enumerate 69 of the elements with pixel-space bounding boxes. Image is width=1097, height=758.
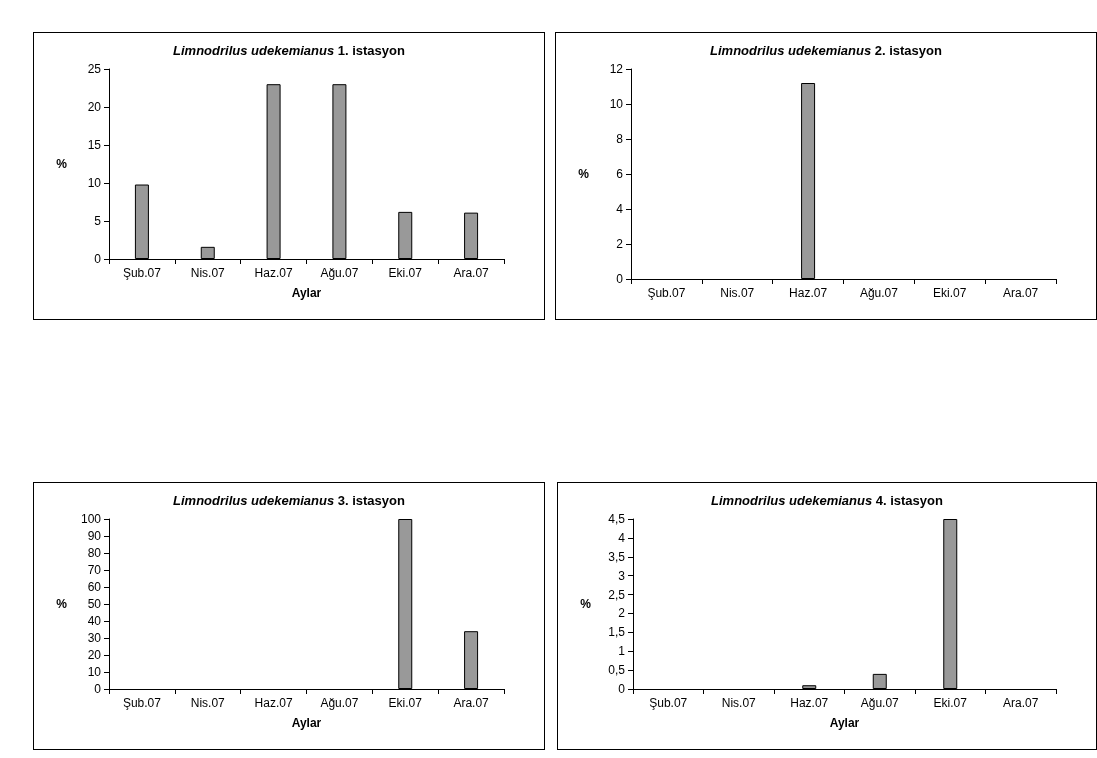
x-axis-title: Aylar bbox=[291, 716, 322, 730]
y-tick-label: 30 bbox=[87, 631, 102, 645]
x-tick-label: Eki.07 bbox=[933, 696, 968, 710]
y-tick-label: 50 bbox=[87, 597, 102, 611]
y-tick-label: 100 bbox=[80, 512, 102, 526]
x-tick-label: Eki.07 bbox=[933, 286, 967, 300]
x-tick-label: Ara.07 bbox=[453, 696, 490, 710]
x-tick-label: Ağu.07 bbox=[859, 286, 899, 300]
y-tick-label: 2 bbox=[618, 606, 626, 621]
x-tick-label: Şub.07 bbox=[649, 696, 688, 710]
x-tick-label: Şub.07 bbox=[647, 286, 686, 300]
y-axis-title: % bbox=[580, 597, 592, 611]
x-tick-label: Haz.07 bbox=[254, 266, 293, 280]
x-axis-title: Aylar bbox=[829, 716, 860, 730]
chart-title: Limnodrilus udekemianus 4. istasyon bbox=[711, 493, 943, 508]
y-tick-label: 3 bbox=[618, 568, 626, 583]
y-tick-label: 10 bbox=[87, 665, 102, 679]
chart-title: Limnodrilus udekemianus 3. istasyon bbox=[173, 493, 405, 508]
x-tick-label: Ağu.07 bbox=[320, 696, 359, 710]
x-tick-label: Eki.07 bbox=[388, 266, 423, 280]
x-tick-label: Ara.07 bbox=[1002, 286, 1039, 300]
y-tick-label: 20 bbox=[87, 100, 102, 114]
y-tick-label: 5 bbox=[94, 214, 102, 228]
x-tick-label: Şub.07 bbox=[122, 266, 162, 280]
y-axis-title: % bbox=[56, 597, 68, 611]
y-tick-label: 0 bbox=[616, 272, 624, 286]
y-tick-label: 4,5 bbox=[608, 512, 626, 526]
y-tick-label: 0 bbox=[618, 682, 626, 696]
y-axis-title: % bbox=[578, 167, 590, 181]
y-tick-label: 1,5 bbox=[608, 625, 626, 640]
y-tick-label: 4 bbox=[618, 530, 626, 545]
x-tick-label: Nis.07 bbox=[721, 696, 757, 710]
y-tick-label: 2,5 bbox=[608, 587, 626, 602]
y-tick-label: 70 bbox=[87, 563, 102, 577]
x-tick-label: Ağu.07 bbox=[320, 266, 359, 280]
y-tick-label: 8 bbox=[616, 132, 624, 146]
x-tick-label: Haz.07 bbox=[789, 286, 828, 300]
y-tick-label: 90 bbox=[87, 529, 102, 543]
y-tick-label: 6 bbox=[616, 167, 624, 181]
x-tick-label: Nis.07 bbox=[190, 696, 226, 710]
y-tick-label: 12 bbox=[609, 62, 624, 76]
chart-title: Limnodrilus udekemianus 1. istasyon bbox=[173, 43, 405, 58]
y-tick-label: 2 bbox=[616, 237, 624, 251]
y-tick-label: 15 bbox=[87, 138, 102, 152]
x-tick-label: Nis.07 bbox=[720, 286, 755, 300]
y-tick-label: 0,5 bbox=[608, 663, 626, 678]
x-tick-label: Eki.07 bbox=[388, 696, 423, 710]
y-tick-label: 60 bbox=[87, 580, 102, 594]
x-axis-title: Aylar bbox=[291, 286, 322, 300]
y-tick-label: 25 bbox=[87, 62, 102, 76]
y-tick-label: 4 bbox=[616, 202, 624, 216]
y-tick-label: 0 bbox=[94, 682, 102, 696]
y-tick-label: 40 bbox=[87, 614, 102, 628]
x-tick-label: Haz.07 bbox=[790, 696, 829, 710]
x-tick-label: Ara.07 bbox=[453, 266, 490, 280]
x-tick-label: Şub.07 bbox=[122, 696, 162, 710]
x-tick-label: Ağu.07 bbox=[860, 696, 900, 710]
chart-title: Limnodrilus udekemianus 2. istasyon bbox=[710, 43, 942, 58]
y-tick-label: 3,5 bbox=[608, 549, 626, 564]
y-tick-label: 10 bbox=[87, 176, 102, 190]
y-axis-title: % bbox=[56, 157, 68, 171]
x-tick-label: Nis.07 bbox=[190, 266, 226, 280]
x-tick-label: Haz.07 bbox=[254, 696, 293, 710]
y-tick-label: 0 bbox=[94, 252, 102, 266]
y-tick-label: 1 bbox=[618, 644, 626, 659]
y-tick-label: 10 bbox=[609, 97, 624, 111]
y-tick-label: 20 bbox=[87, 648, 102, 662]
y-tick-label: 80 bbox=[87, 546, 102, 560]
x-tick-label: Ara.07 bbox=[1003, 696, 1039, 710]
